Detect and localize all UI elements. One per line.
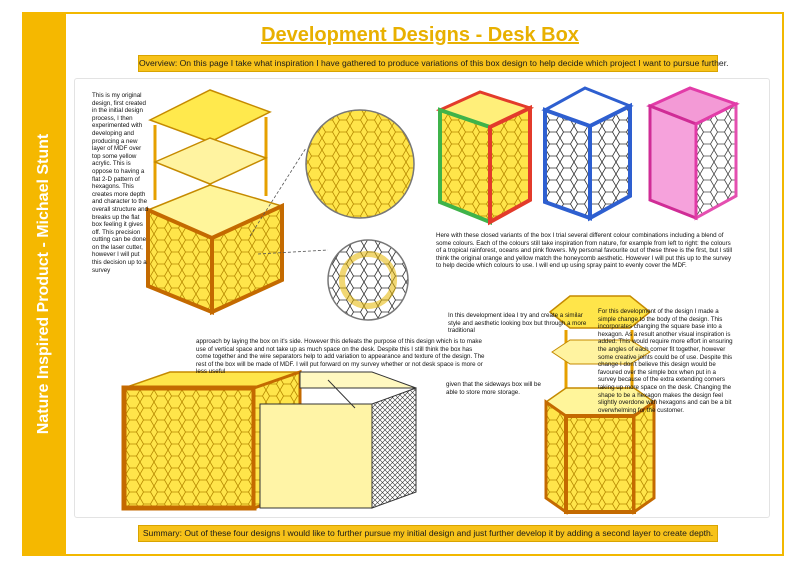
ocean-variant — [541, 86, 634, 222]
page-title: Development Designs - Desk Box — [261, 24, 579, 46]
colour-variants-note: Here with these closed variants of the b… — [436, 232, 733, 270]
summary-banner: Summary: Out of these four designs I wou… — [138, 525, 718, 542]
initial-design-note: This is my original design, first create… — [92, 92, 149, 274]
sideways-box — [121, 369, 417, 511]
hexagon-detail-magnifier — [249, 109, 415, 321]
sideways-box-note-part-3: given that the sideways box will be able… — [446, 381, 541, 396]
original-tower-box — [146, 89, 285, 316]
hexagon-tower-box — [544, 295, 656, 515]
hexagon-design-note: For this development of the design I mad… — [598, 308, 733, 414]
sideways-box-note-part-1: In this development idea I try and creat… — [448, 312, 587, 335]
pink-flower-variant — [646, 86, 740, 221]
overview-banner: Overview: On this page I take what inspi… — [138, 55, 729, 72]
side-banner — [22, 12, 66, 556]
tropical-rainforest-variant — [435, 90, 535, 226]
sideways-box-note-part-2: approach by laying the box on it's side.… — [196, 338, 485, 376]
